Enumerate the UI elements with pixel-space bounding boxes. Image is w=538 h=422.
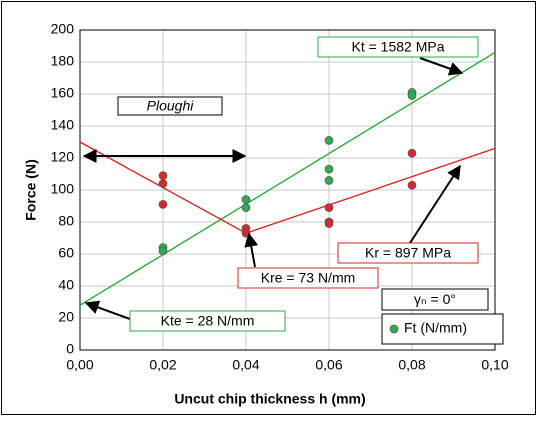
fit-line [79,51,496,306]
x-tick-label: 0,02 [149,357,176,373]
annotation-arrow [419,57,464,76]
data-point [158,179,168,188]
annotation-box [117,96,223,116]
y-axis-label: Force (N) [23,159,39,220]
data-point [324,219,334,228]
y-tick-label: 140 [51,117,75,133]
y-tick-label: 200 [51,21,75,37]
y-tick-label: 180 [51,53,75,69]
x-tick-label: 0,04 [232,357,259,373]
data-point [324,136,334,145]
y-tick-label: 160 [51,85,75,101]
data-point [324,176,334,185]
annotation: Kre = 73 N/mm [261,270,356,286]
y-tick-label: 80 [58,213,74,229]
data-point [158,246,168,256]
annotation-arrow [244,232,259,268]
data-point [324,164,334,174]
data-point [158,171,168,180]
annotation: γₙ = 0° [414,291,456,307]
annotation-box [237,267,379,289]
frame [1,1,536,415]
x-tick-label: 0,08 [398,357,425,373]
x-axis-label: Uncut chip thickness h (mm) [174,391,365,407]
annotation: Ploughi [147,98,195,114]
y-tick-label: 60 [58,245,74,261]
annotation: Kte = 28 N/mm [161,313,255,329]
x-tick-label: 0,06 [315,357,342,373]
data-point [407,180,417,190]
annotation-box [337,242,479,264]
annotation-arrow [84,300,131,320]
annotation: Kt = 1582 MPa [351,39,444,55]
y-tick-label: 20 [58,309,74,325]
data-point [407,91,417,100]
annotation-arrow [409,164,461,244]
plot-area [79,29,496,351]
y-tick-label: 0 [66,341,74,357]
annotation-box [317,36,479,58]
y-tick-label: 100 [51,181,75,197]
annotation-box [381,288,489,311]
legend [381,313,504,345]
data-point [158,200,168,209]
annotation: Kr = 897 MPa [365,245,451,261]
legend-label: Ft (N/mm) [404,320,467,336]
x-tick-label: 0,00 [66,357,93,373]
annotation-box [129,310,286,332]
legend-marker [389,324,399,334]
data-point [241,203,251,212]
y-tick-label: 120 [51,149,75,165]
x-tick-label: 0,10 [481,357,508,373]
y-tick-label: 40 [58,277,74,293]
data-point [407,148,417,158]
data-point [241,195,251,204]
data-point [324,203,334,212]
